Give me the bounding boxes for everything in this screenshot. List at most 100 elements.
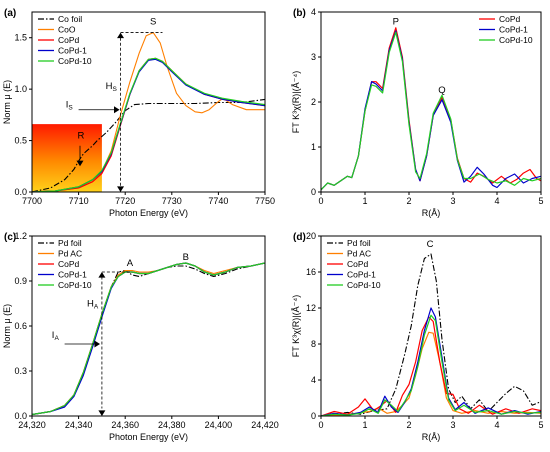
- legend-label: Pd AC: [347, 249, 371, 259]
- series-group: [32, 262, 265, 416]
- x-tick-label: 7750: [255, 196, 275, 206]
- y-axis-label: Norm μ (E): [2, 80, 12, 124]
- x-tick-label: 24,360: [111, 420, 139, 430]
- y-tick-label: 16: [306, 267, 316, 277]
- legend-label: Co foil: [58, 14, 82, 24]
- y-axis-label: FT K³χ(R)|(Å⁻⁴): [291, 71, 301, 134]
- legend-label: CoPd-1: [347, 270, 376, 280]
- annotation-label: IS: [66, 100, 74, 112]
- y-tick-label: 2: [311, 97, 316, 107]
- legend-label: CoPd-1: [499, 25, 528, 35]
- legend-label: CoPd-10: [58, 56, 92, 66]
- y-tick-label: 4: [311, 375, 316, 385]
- panel-a: 7700 7710 7720 7730 7740 7750 0.0 0.5 1.0 1.5 Phot…: [2, 8, 275, 218]
- guides-c: [64, 271, 133, 416]
- legend-label: CoPd-10: [499, 35, 533, 45]
- annotation-label: A: [127, 258, 134, 269]
- annotation-label: S: [150, 16, 156, 27]
- series-line-copd-10: [321, 31, 541, 191]
- y-tick-label: 0.0: [14, 187, 27, 197]
- annotation-label: HS: [106, 81, 118, 93]
- height-arrow-up-icon: [98, 272, 106, 278]
- annotation-label: P: [393, 17, 399, 28]
- x-tick-label: 24,420: [251, 420, 279, 430]
- y-axis-label: Norm μ (E): [2, 304, 12, 348]
- legend-label: CoPd-1: [58, 46, 87, 56]
- x-tick-label: 7740: [208, 196, 228, 206]
- intensity-arrow-icon: [114, 106, 120, 114]
- guides-a: [76, 32, 163, 192]
- x-tick-label: 24,400: [205, 420, 233, 430]
- x-tick-label: 1: [362, 196, 367, 206]
- x-tick-label: 5: [538, 420, 543, 430]
- annotation-subscript: S: [112, 86, 117, 93]
- height-arrow-down-icon: [98, 410, 106, 416]
- y-tick-label: 1.5: [14, 33, 27, 43]
- annotation-label: Q: [438, 85, 445, 96]
- y-tick-label: 0.5: [14, 136, 27, 146]
- x-tick-label: 2: [406, 196, 411, 206]
- legend-label: Pd foil: [347, 238, 371, 248]
- y-tick-label: 0.9: [14, 276, 27, 286]
- x-tick-label: 1: [362, 420, 367, 430]
- legend-label: CoPd: [499, 14, 521, 24]
- y-tick-label: 0.6: [14, 321, 27, 331]
- x-tick-label: 5: [538, 196, 543, 206]
- pre-edge-arrow-icon: [76, 160, 84, 167]
- x-tick-label: 4: [494, 420, 499, 430]
- x-tick-label: 3: [450, 420, 455, 430]
- annotation-label: B: [183, 252, 189, 263]
- annotation-subscript: A: [94, 304, 99, 311]
- annotation-label: C: [427, 239, 434, 250]
- panel-c: 24,320 24,340 24,360 24,380 24,400 24,420 0.0 0…: [2, 231, 279, 442]
- x-tick-label: 2: [406, 420, 411, 430]
- series-group: [321, 253, 541, 416]
- x-tick-label: 3: [450, 196, 455, 206]
- intensity-arrow-icon: [94, 340, 101, 348]
- legend-label: CoPd-10: [58, 280, 92, 290]
- x-axis-label: Photon Energy (eV): [109, 208, 188, 218]
- series-line-copd-10: [32, 57, 265, 192]
- x-tick-label: 0: [318, 196, 323, 206]
- panel-label: (b): [293, 8, 306, 19]
- series-group: [32, 32, 265, 192]
- panel-label: (d): [293, 232, 306, 243]
- annotation-label: R: [77, 131, 84, 142]
- legend-label: Pd foil: [58, 238, 82, 248]
- x-tick-label: 7700: [22, 196, 42, 206]
- series-line-copd: [321, 316, 541, 416]
- height-arrow-down-icon: [117, 186, 125, 192]
- y-tick-label: 20: [306, 231, 316, 241]
- legend-label: CoPd: [58, 259, 80, 269]
- panel-label: (c): [4, 232, 16, 243]
- legend-label: CoPd: [58, 35, 80, 45]
- annotation-label: HA: [87, 299, 99, 311]
- y-tick-label: 1: [311, 142, 316, 152]
- plot-frame: [320, 235, 542, 417]
- legend-label: Pd AC: [58, 249, 82, 259]
- y-tick-label: 0.0: [14, 411, 27, 421]
- series-line-copd-10: [321, 314, 541, 416]
- x-tick-label: 24,340: [65, 420, 93, 430]
- x-axis-label: R(Å): [422, 432, 441, 442]
- annotation-subscript: A: [54, 335, 59, 342]
- x-tick-label: 7730: [162, 196, 182, 206]
- annotation-subscript: S: [68, 105, 73, 112]
- annotation-label: IA: [52, 330, 60, 342]
- x-tick-label: 24,380: [158, 420, 186, 430]
- y-tick-label: 1.0: [14, 84, 27, 94]
- x-axis-label: R(Å): [422, 208, 441, 218]
- series-line-pd-foil: [32, 262, 265, 416]
- x-tick-label: 7710: [69, 196, 89, 206]
- y-tick-label: 4: [311, 7, 316, 17]
- y-tick-label: 12: [306, 303, 316, 313]
- x-tick-label: 7720: [115, 196, 135, 206]
- height-arrow-up-icon: [117, 32, 125, 39]
